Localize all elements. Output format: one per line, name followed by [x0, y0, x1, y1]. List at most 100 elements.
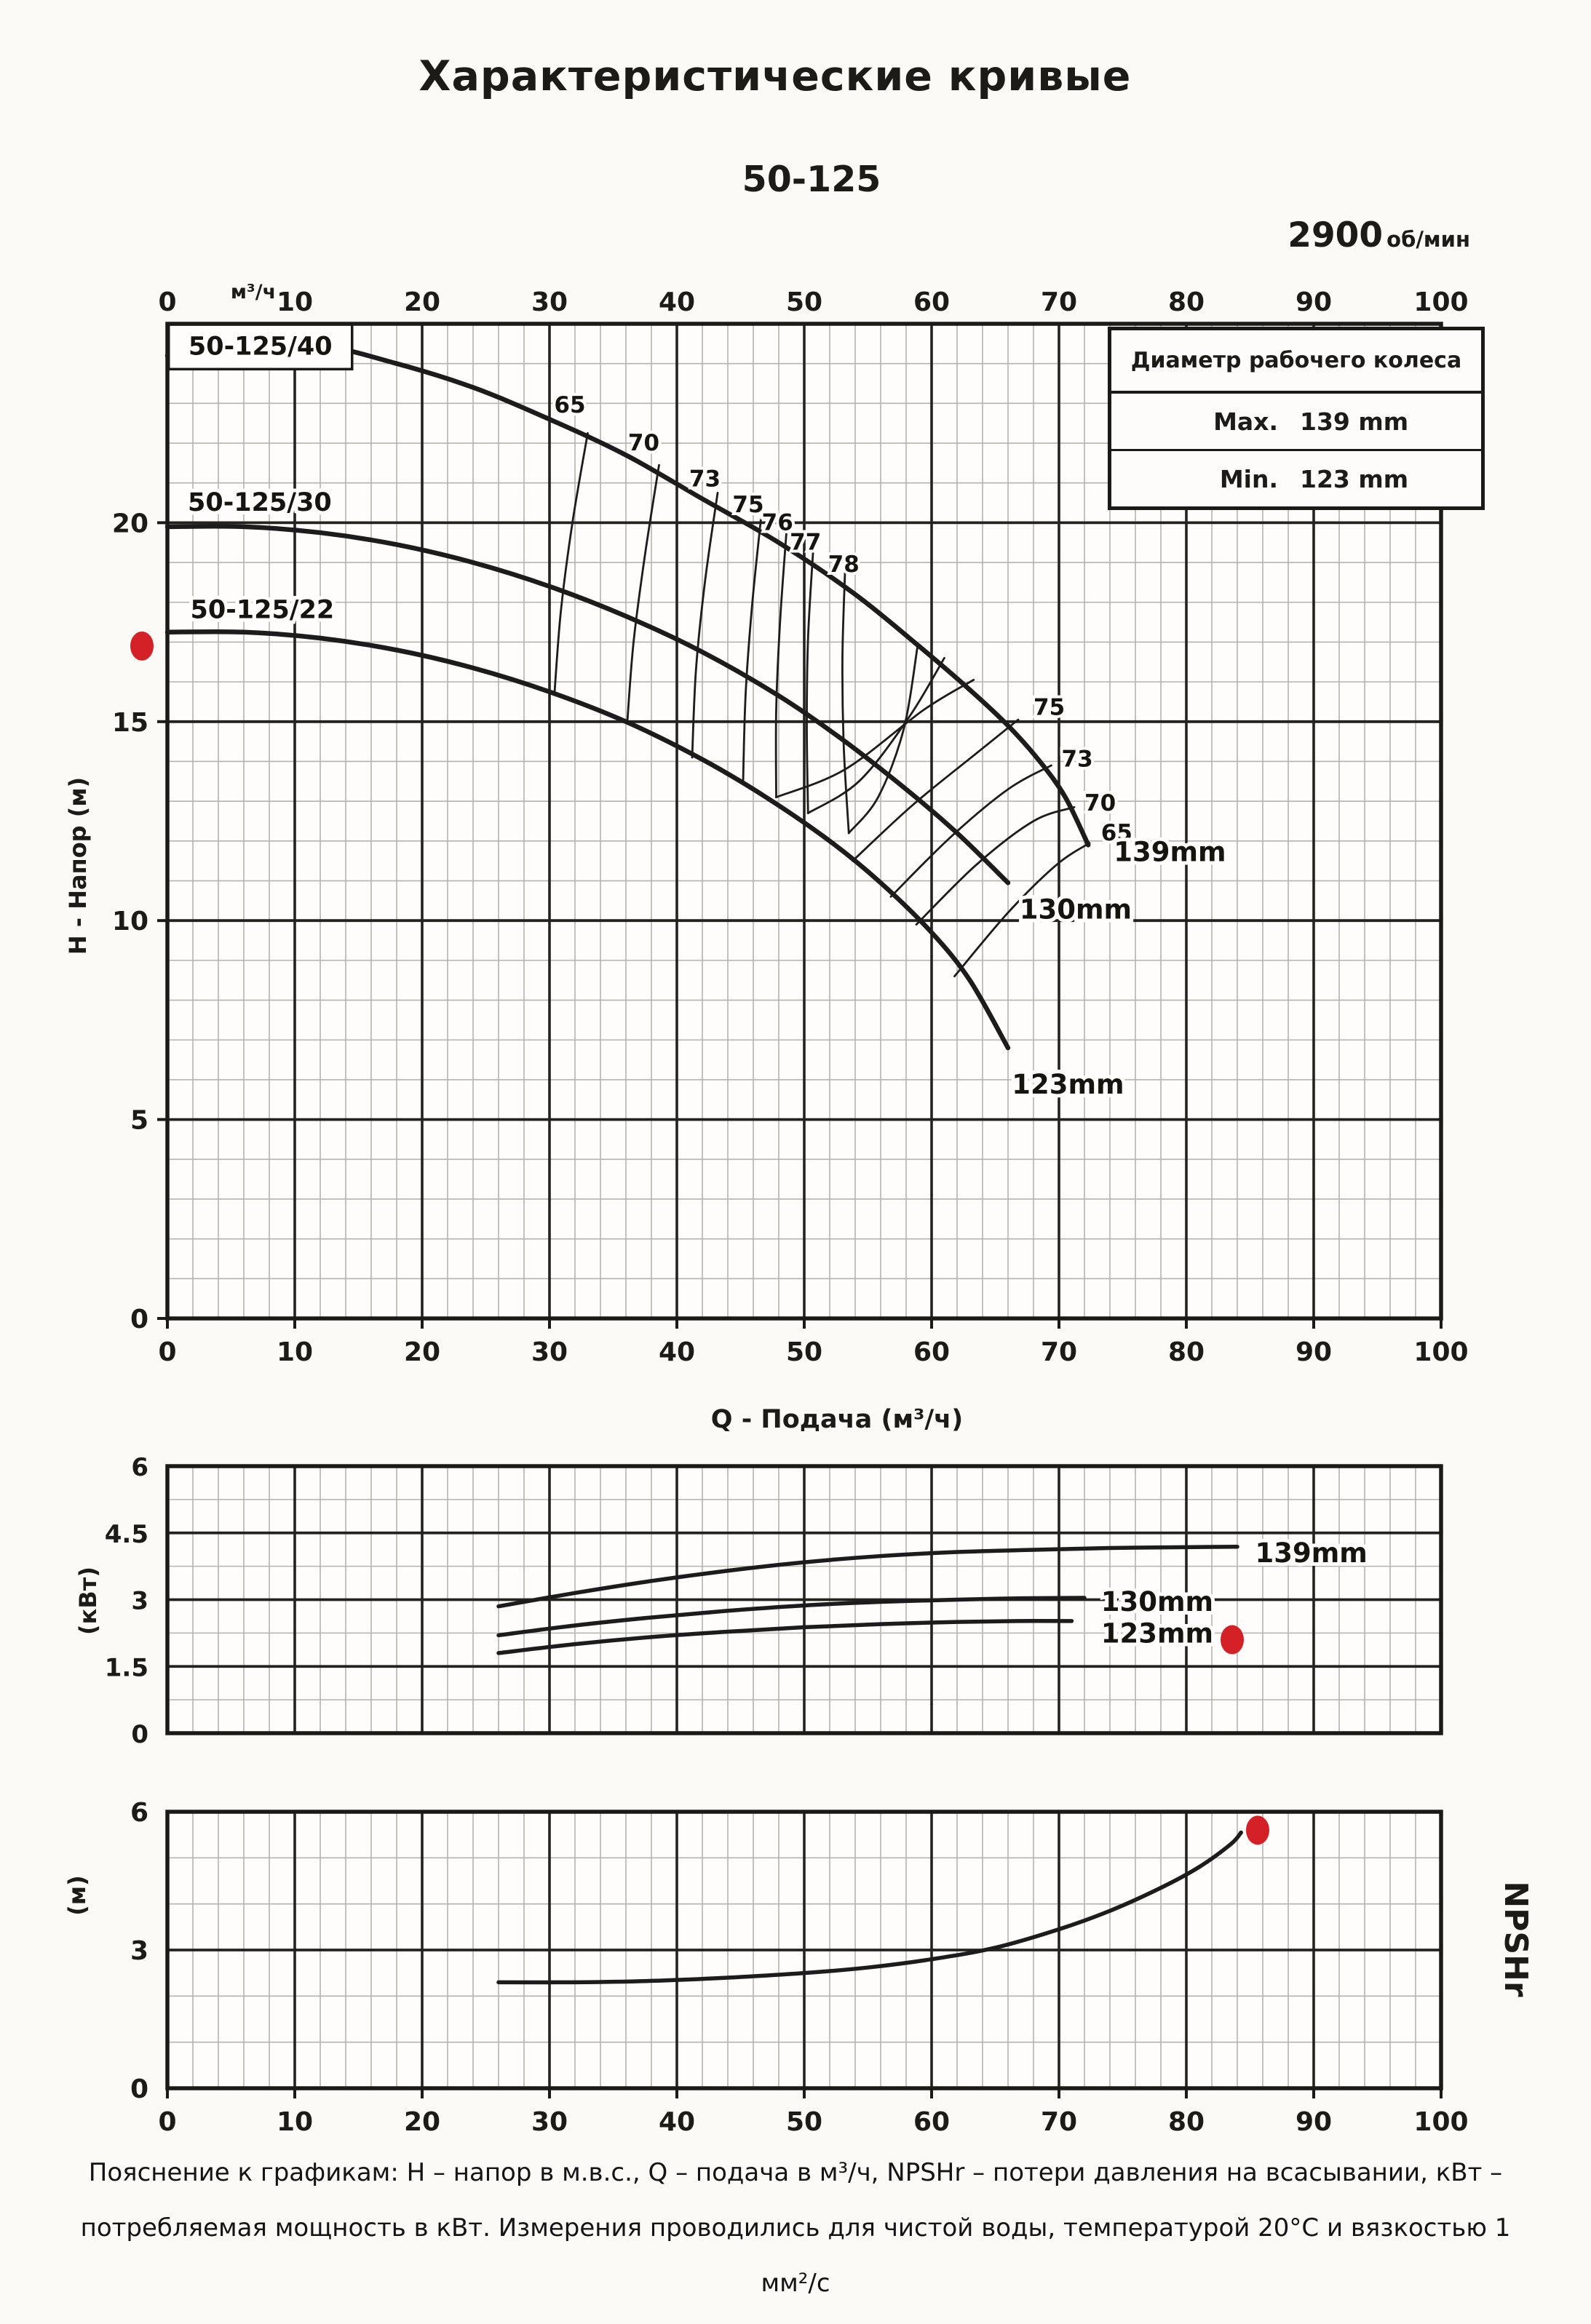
hq-grid-minor — [167, 324, 1441, 1318]
tick-label: 100 — [1413, 1337, 1468, 1367]
npsh-axis-labels: 0 10 20 30 40 50 60 70 80 90 100 0 3 6 (м) NPSHr — [63, 1798, 1534, 2137]
annotation-label: 75 — [1033, 695, 1065, 721]
y-axis-title: (кВт) — [74, 1567, 102, 1635]
power-curve-130mm — [496, 1596, 1087, 1638]
y-axis-title: (м) — [63, 1875, 91, 1915]
rpm-label: 2900 об/мин — [1230, 215, 1470, 255]
duty-point-marker — [130, 631, 154, 661]
tick-label: 30 — [531, 287, 568, 317]
tick-label: 10 — [277, 287, 313, 317]
rpm-value: 2900 — [1288, 215, 1384, 255]
head-curve-123mm-50-125-22 — [164, 629, 1011, 1051]
annotation-label: 139mm — [1255, 1537, 1368, 1569]
tick-label: 0 — [158, 1337, 176, 1367]
rpm-unit: об/мин — [1386, 227, 1470, 252]
tick-label: 0 — [130, 1305, 148, 1334]
annotation-label: 50-125/22 — [191, 596, 335, 625]
power-curve-123mm — [496, 1619, 1074, 1655]
tick-label: 30 — [531, 2107, 568, 2137]
annotation-label: 130mm — [1101, 1586, 1213, 1617]
efficiency-78-right — [847, 645, 919, 835]
annotation-label: 73 — [689, 466, 721, 492]
impeller-max-value: 139 mm — [1300, 407, 1409, 436]
tick-label: 15 — [112, 708, 148, 738]
power-grid-major — [165, 1464, 1443, 1735]
efficiency-70-left — [626, 463, 660, 725]
power-markers — [1221, 1625, 1244, 1655]
annotation-label: 50-125/30 — [188, 488, 332, 517]
annotation-label: 50-125/40 — [189, 333, 333, 362]
npshr-curve — [496, 1830, 1243, 1985]
tick-label: 0 — [131, 1720, 148, 1749]
tick-label: 10 — [112, 907, 148, 936]
annotation-label: 73 — [1062, 747, 1093, 773]
efficiency-70-right — [915, 805, 1076, 926]
tick-label: 70 — [1041, 1337, 1077, 1367]
efficiency-65-right — [953, 842, 1091, 978]
efficiency-76-right — [775, 678, 975, 799]
tick-label: 30 — [531, 1337, 568, 1367]
table-row: Max. 139 mm — [1111, 394, 1481, 449]
tick-label: 20 — [404, 1337, 440, 1367]
tick-label: 0 — [158, 2107, 176, 2137]
tick-label: 60 — [913, 287, 950, 317]
tick-label: 90 — [1296, 2107, 1332, 2137]
page-title: Характеристические кривые — [418, 52, 1132, 100]
npsh-markers — [1246, 1815, 1269, 1845]
efficiency-75-right — [852, 718, 1020, 862]
efficiency-77-right — [806, 656, 945, 814]
tick-label: 40 — [659, 287, 695, 317]
impeller-diameter-table: Диаметр рабочего колеса Max. 139 mm Min.… — [1108, 327, 1485, 510]
tick-label: 90 — [1296, 1337, 1332, 1367]
tick-label: 60 — [913, 1337, 950, 1367]
tick-label: 20 — [404, 287, 440, 317]
tick-label: 40 — [659, 2107, 695, 2137]
tick-label: 10 — [277, 1337, 313, 1367]
annotation-label: 139mm — [1114, 837, 1226, 868]
model-label-box — [167, 323, 354, 371]
annotation-label: 78 — [828, 552, 860, 578]
impeller-max-label: Max. — [1213, 407, 1278, 436]
power-series — [496, 1544, 1239, 1655]
tick-label: 60 — [913, 2107, 950, 2137]
tick-label: 6 — [131, 1453, 148, 1482]
tick-label: 100 — [1413, 287, 1468, 317]
annotation-label: 65 — [1101, 820, 1132, 846]
hq-axis-labels: 0010102020303040405050606070708080909010… — [64, 281, 1469, 1434]
efficiency-73-left — [691, 491, 719, 759]
tick-label: 80 — [1168, 1337, 1205, 1367]
tick-label: 40 — [659, 1337, 695, 1367]
footnote-line: потребляемая мощность в кВт. Измерения п… — [80, 2213, 1511, 2243]
duty-point-marker — [1246, 1815, 1269, 1845]
efficiency-77-left — [806, 549, 814, 814]
tick-label: 4.5 — [105, 1520, 148, 1549]
head-curve-130mm-50-125-30 — [164, 524, 1011, 886]
tick-label: 10 — [277, 2107, 313, 2137]
annotation-label: 130mm — [1020, 894, 1132, 925]
npshr-chart: 0 10 20 30 40 50 60 70 80 90 100 0 3 6 (м) NPSHr — [63, 1798, 1534, 2137]
footnote-line: Пояснение к графикам: H – напор в м.в.с.… — [88, 2158, 1503, 2187]
efficiency-75-left — [742, 517, 762, 783]
efficiency-76-left — [774, 531, 787, 799]
tick-label: 6 — [130, 1798, 148, 1828]
tick-label: 3 — [130, 1936, 148, 1966]
annotation-label: 75 — [732, 492, 763, 518]
tick-label: 5 — [130, 1106, 148, 1136]
impeller-min-value: 123 mm — [1300, 464, 1409, 493]
annotation-label: 77 — [790, 530, 821, 556]
footnote: Пояснение к графикам: H – напор в м.в.с.… — [58, 2145, 1533, 2311]
pump-model: 50-125 — [742, 159, 881, 200]
annotation-label: 123mm — [1012, 1069, 1124, 1100]
tick-label: 0 — [158, 287, 176, 317]
footnote-line: мм²/с — [761, 2269, 830, 2298]
tick-label: 50 — [786, 287, 822, 317]
hq-markers — [130, 631, 154, 661]
efficiency-65-left — [553, 431, 589, 693]
tick-label: 100 — [1413, 2107, 1468, 2137]
tick-label: 80 — [1168, 287, 1205, 317]
table-row: Min. 123 mm — [1111, 449, 1481, 506]
tick-label: 50 — [786, 2107, 822, 2137]
tick-label: 90 — [1296, 287, 1332, 317]
